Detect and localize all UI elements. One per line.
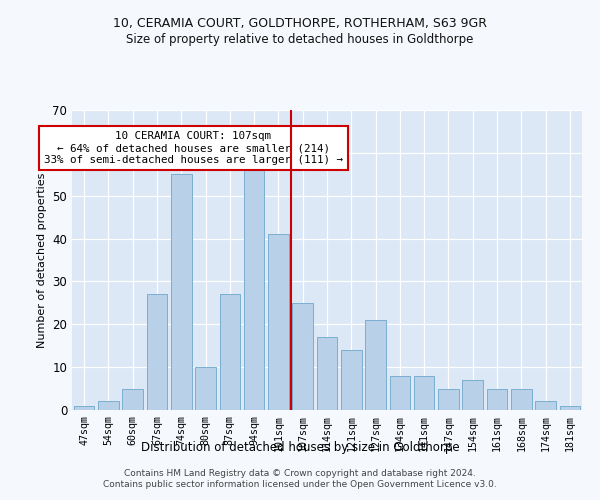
Bar bbox=[171, 174, 191, 410]
Bar bbox=[244, 166, 265, 410]
Bar bbox=[220, 294, 240, 410]
Bar bbox=[268, 234, 289, 410]
Bar bbox=[535, 402, 556, 410]
Bar bbox=[438, 388, 459, 410]
Bar bbox=[341, 350, 362, 410]
Text: Contains public sector information licensed under the Open Government Licence v3: Contains public sector information licen… bbox=[103, 480, 497, 489]
Bar bbox=[146, 294, 167, 410]
Bar bbox=[122, 388, 143, 410]
Text: Distribution of detached houses by size in Goldthorpe: Distribution of detached houses by size … bbox=[140, 441, 460, 454]
Y-axis label: Number of detached properties: Number of detached properties bbox=[37, 172, 47, 348]
Bar bbox=[487, 388, 508, 410]
Text: 10 CERAMIA COURT: 107sqm
← 64% of detached houses are smaller (214)
33% of semi-: 10 CERAMIA COURT: 107sqm ← 64% of detach… bbox=[44, 132, 343, 164]
Text: Contains HM Land Registry data © Crown copyright and database right 2024.: Contains HM Land Registry data © Crown c… bbox=[124, 468, 476, 477]
Bar bbox=[74, 406, 94, 410]
Bar bbox=[389, 376, 410, 410]
Bar bbox=[414, 376, 434, 410]
Bar bbox=[560, 406, 580, 410]
Bar bbox=[317, 337, 337, 410]
Text: 10, CERAMIA COURT, GOLDTHORPE, ROTHERHAM, S63 9GR: 10, CERAMIA COURT, GOLDTHORPE, ROTHERHAM… bbox=[113, 18, 487, 30]
Bar bbox=[463, 380, 483, 410]
Bar bbox=[365, 320, 386, 410]
Bar bbox=[195, 367, 216, 410]
Text: Size of property relative to detached houses in Goldthorpe: Size of property relative to detached ho… bbox=[127, 32, 473, 46]
Bar bbox=[98, 402, 119, 410]
Bar bbox=[292, 303, 313, 410]
Bar bbox=[511, 388, 532, 410]
